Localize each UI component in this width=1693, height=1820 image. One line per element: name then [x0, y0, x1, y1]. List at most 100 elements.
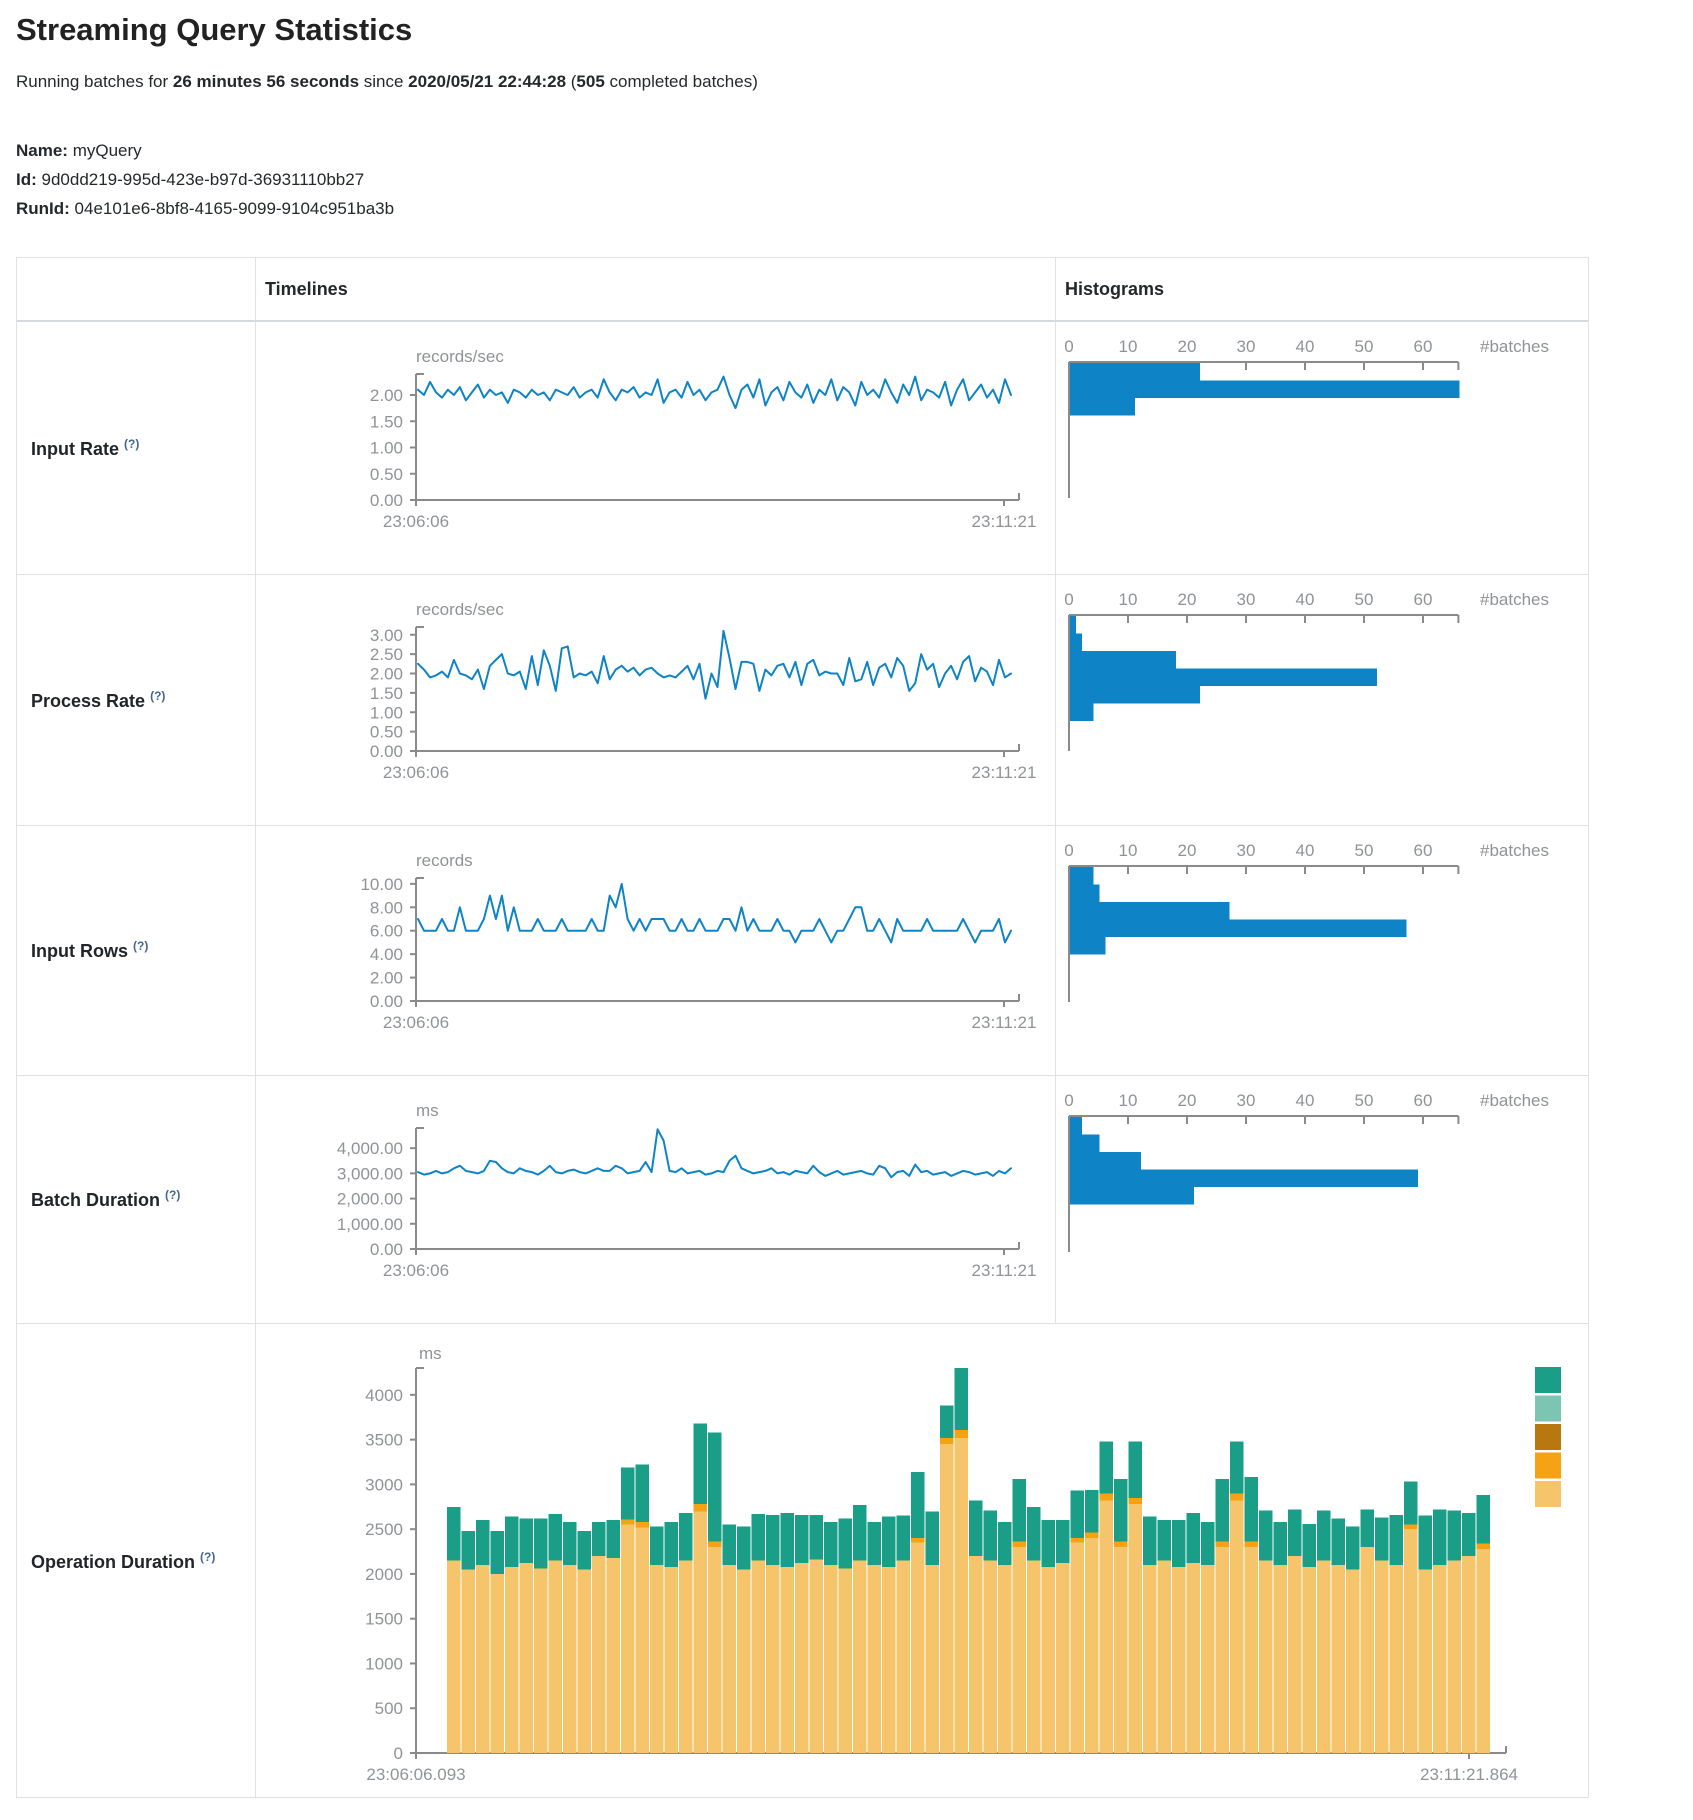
svg-text:60: 60	[1414, 337, 1433, 356]
stacked-bar-segment-teal	[882, 1516, 896, 1567]
query-id-line: Id: 9d0dd219-995d-423e-b97d-36931110bb27	[16, 165, 394, 194]
query-meta: Name: myQuery Id: 9d0dd219-995d-423e-b97…	[16, 136, 394, 223]
svg-text:0.00: 0.00	[370, 1240, 403, 1259]
stacked-bar-segment-tan	[1186, 1563, 1200, 1753]
legend-swatch	[1535, 1367, 1561, 1393]
help-icon[interactable]: (?)	[124, 436, 140, 451]
svg-text:3500: 3500	[365, 1431, 403, 1450]
stacked-bar-segment-tan	[577, 1569, 591, 1753]
batches-axis-label: #batches	[1480, 590, 1549, 609]
timeline-cell-process-rate: records/sec 3.00 2.50 2.00 1.50 1.00 0.50 0.00 2…	[256, 575, 1056, 825]
svg-text:40: 40	[1296, 337, 1315, 356]
stacked-bar-segment-tan	[1273, 1564, 1287, 1753]
timeline-line	[417, 1128, 1012, 1179]
histogram-bar	[1070, 616, 1076, 634]
svg-text:500: 500	[375, 1699, 403, 1718]
stacked-bar-segment-tan	[809, 1559, 823, 1753]
svg-text:1500: 1500	[365, 1610, 403, 1629]
row-input-rows: Input Rows (?) records 10.00 8.00 6.00 4.00 2…	[17, 826, 1588, 1076]
svg-text:10: 10	[1119, 590, 1138, 609]
svg-text:2.00: 2.00	[370, 386, 403, 405]
stacked-bar-segment-teal	[592, 1522, 606, 1557]
stacked-bar-segment-tan	[1433, 1564, 1447, 1753]
svg-text:50: 50	[1355, 841, 1374, 860]
help-icon[interactable]: (?)	[165, 1188, 181, 1202]
stacked-bar-segment-teal	[447, 1506, 461, 1561]
stacked-bar-segment-orange	[693, 1504, 707, 1512]
stacked-bar-segment-orange	[1476, 1543, 1490, 1549]
unit-label: records/sec	[416, 600, 504, 619]
stacked-bar-segment-orange	[1244, 1541, 1258, 1548]
stacked-bar-segment-teal	[664, 1522, 678, 1567]
stacked-bar-segment-teal	[1085, 1489, 1099, 1533]
svg-text:50: 50	[1355, 1091, 1374, 1110]
row-batch-duration: Batch Duration (?) ms 4,000.00 3,000.00 2,0…	[17, 1076, 1588, 1324]
row-label-process-rate: Process Rate (?)	[31, 688, 166, 711]
svg-text:23:06:06: 23:06:06	[383, 1261, 449, 1280]
stacked-bar-segment-teal	[577, 1530, 591, 1570]
histogram-bar	[1070, 363, 1200, 381]
stacked-bar-segment-teal	[606, 1520, 620, 1558]
stacked-bar-segment-teal	[534, 1518, 548, 1569]
process-rate-timeline-chart: records/sec 3.002.502.001.501.000.500.00 2…	[370, 600, 1037, 782]
batches-suffix: completed batches)	[604, 72, 758, 91]
svg-text:40: 40	[1296, 590, 1315, 609]
name-value: myQuery	[67, 141, 142, 160]
svg-text:23:11:21: 23:11:21	[972, 763, 1037, 782]
stacked-bar-segment-orange	[911, 1538, 925, 1543]
table-header-row: Timelines Histograms	[17, 258, 1588, 322]
legend-swatch	[1535, 1395, 1561, 1422]
stacked-bar-segment-tan	[1230, 1500, 1244, 1753]
stacked-bar-segment-teal	[795, 1514, 809, 1564]
id-value: 9d0dd219-995d-423e-b97d-36931110bb27	[36, 170, 365, 189]
stacked-bar-segment-tan	[679, 1560, 693, 1753]
svg-text:0: 0	[1064, 590, 1073, 609]
stacked-bar-segment-tan	[853, 1560, 867, 1753]
stacked-bar-segment-teal	[867, 1522, 881, 1565]
stacked-bar-segment-tan	[1404, 1529, 1418, 1753]
stacked-bar-segment-tan	[737, 1569, 751, 1753]
stacked-bar-segment-teal	[1288, 1509, 1302, 1557]
query-runid-line: RunId: 04e101e6-8bf8-4165-9099-9104c951b…	[16, 194, 394, 223]
histogram-cell-process-rate: 0 10 20 30 40 50 60 #batches	[1056, 575, 1590, 825]
svg-text:2.00: 2.00	[370, 665, 403, 684]
stacked-bar-segment-tan	[1085, 1538, 1099, 1753]
histogram-bar	[1070, 937, 1106, 955]
svg-text:0: 0	[1064, 841, 1073, 860]
row-label-cell: Input Rate (?)	[17, 322, 256, 574]
help-icon[interactable]: (?)	[150, 688, 166, 703]
svg-text:10: 10	[1119, 337, 1138, 356]
svg-text:23:06:06: 23:06:06	[383, 763, 449, 782]
svg-text:10.00: 10.00	[360, 875, 403, 894]
stacked-bar-segment-teal	[1056, 1520, 1070, 1564]
input-rate-timeline-chart: records/sec 2.00 1.50 1.00 0.50 0.00 23:06:06 2…	[370, 347, 1037, 531]
svg-text:10: 10	[1119, 1091, 1138, 1110]
help-icon[interactable]: (?)	[133, 939, 149, 953]
svg-text:23:06:06: 23:06:06	[383, 1013, 449, 1032]
batches-axis-label: #batches	[1480, 841, 1549, 860]
svg-text:1.50: 1.50	[370, 412, 403, 431]
svg-text:23:11:21: 23:11:21	[972, 1013, 1037, 1032]
stacked-bar-segment-tan	[1027, 1560, 1041, 1753]
stacked-bar-segment-tan	[1389, 1564, 1403, 1753]
unit-label: ms	[416, 1101, 439, 1120]
histogram-bar	[1070, 902, 1230, 920]
svg-text:0: 0	[1064, 1091, 1073, 1110]
unit-label: records	[416, 851, 473, 870]
stacked-bar-segment-tan	[940, 1444, 954, 1753]
timeline-line	[417, 629, 1012, 700]
timeline-line	[417, 882, 1012, 944]
svg-text:2.00: 2.00	[370, 969, 403, 988]
stacked-bar-segment-orange	[1230, 1493, 1244, 1501]
histogram-bar	[1070, 651, 1177, 669]
name-label: Name:	[16, 141, 68, 160]
stacked-bar-segment-teal	[461, 1530, 475, 1570]
header-timelines: Timelines	[256, 258, 1056, 320]
timeline-cell-batch-duration: ms 4,000.00 3,000.00 2,000.00 1,000.00 0.00 23…	[256, 1076, 1056, 1323]
stacked-bar-segment-tan	[1331, 1564, 1345, 1753]
process-rate-histogram-chart: 0 10 20 30 40 50 60 #batches	[1064, 590, 1549, 751]
help-icon[interactable]: (?)	[200, 1549, 216, 1564]
stacked-bar-segment-tan	[1012, 1547, 1026, 1753]
stacked-bar-segment-teal	[940, 1405, 954, 1438]
histogram-bar	[1070, 884, 1100, 902]
